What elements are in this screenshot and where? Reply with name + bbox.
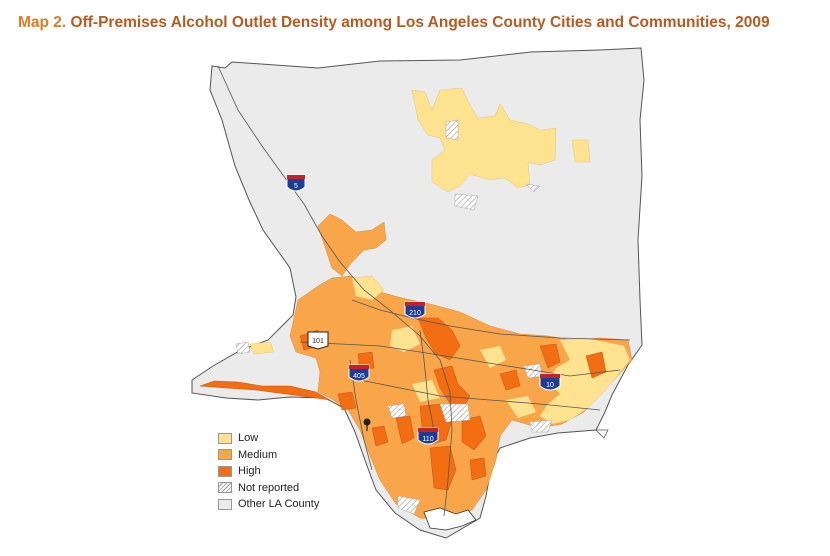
legend-item-medium: Medium (218, 447, 319, 464)
legend-swatch-low (218, 432, 232, 444)
legend-label-other: Other LA County (238, 498, 320, 511)
interstate-5-shield: 5 (286, 174, 306, 192)
legend-label-not-reported: Not reported (238, 481, 300, 494)
shield-10-label: 10 (546, 382, 554, 389)
antelope-valley-low (411, 87, 591, 211)
legend-swatch-other (218, 498, 232, 510)
legend-item-low: Low (218, 430, 319, 447)
legend-item-high: High (218, 463, 319, 480)
santa-clarita-medium (317, 213, 387, 277)
harbor (423, 507, 477, 531)
us-101-shield: 101 (307, 331, 329, 350)
legend-swatch-not-reported (218, 482, 232, 494)
shield-210-label: 210 (409, 310, 421, 317)
interstate-210-shield: 210 (404, 301, 426, 319)
interstate-405-shield: 405 (348, 364, 370, 382)
malibu-coast (199, 380, 331, 401)
map-legend: Low Medium High Not reported Other LA Co… (218, 430, 319, 513)
not-reported (235, 341, 553, 515)
legend-label-high: High (238, 465, 261, 478)
interstate-110-shield: 110 (417, 427, 439, 445)
east-low (249, 275, 631, 425)
shield-405-label: 405 (353, 373, 365, 380)
legend-swatch-high (218, 465, 232, 477)
legend-label-medium: Medium (238, 448, 278, 461)
shield-110-label: 110 (422, 436, 433, 443)
shield-5-label: 5 (294, 183, 298, 190)
airport-icon (363, 418, 371, 431)
legend-item-not-reported: Not reported (218, 480, 319, 497)
map-title-text: Off-Premises Alcohol Outlet Density amon… (70, 14, 770, 31)
map-title: Map 2. Off-Premises Alcohol Outlet Densi… (18, 14, 770, 32)
interstate-10-shield: 10 (539, 373, 561, 391)
legend-item-other: Other LA County (218, 496, 319, 513)
shield-101-label: 101 (312, 338, 324, 345)
legend-label-low: Low (238, 432, 259, 445)
map-number: Map 2. (18, 14, 67, 31)
legend-swatch-medium (218, 449, 232, 461)
